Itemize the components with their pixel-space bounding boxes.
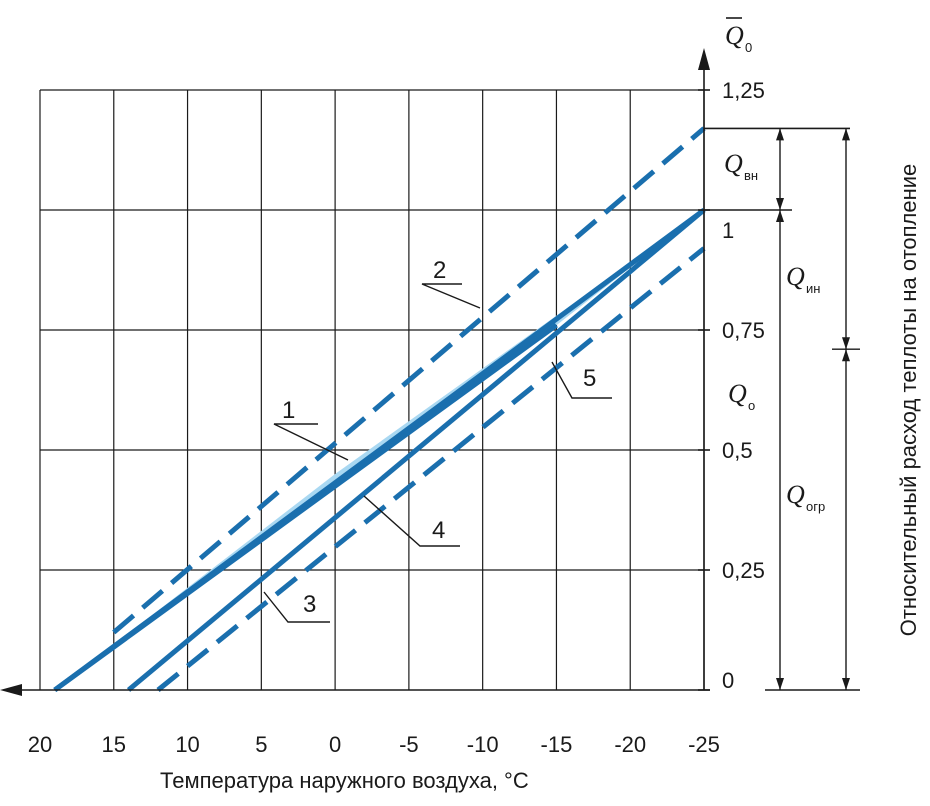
callout-label-1: 1	[282, 397, 295, 424]
callout-leader	[263, 591, 330, 623]
callout-leader	[363, 495, 460, 547]
x-tick-label: -15	[541, 732, 573, 757]
bracket-label-sub: ин	[806, 281, 820, 296]
y-tick-label: 0,5	[722, 438, 753, 463]
x-tick-label: 20	[28, 732, 52, 757]
callout-label-2: 2	[433, 257, 446, 284]
callout-label-5: 5	[583, 365, 596, 392]
grid	[39, 89, 705, 690]
bracket-label-sub: о	[748, 398, 755, 413]
y-axis-arrow	[698, 48, 710, 70]
y-tick-label: 1	[722, 218, 734, 243]
x-tick-label: 15	[102, 732, 126, 757]
y-title-q: Q	[725, 21, 744, 50]
x-axis-arrow	[0, 684, 22, 696]
x-tick-label: 10	[175, 732, 199, 757]
callout-label-3: 3	[303, 591, 316, 618]
bracket-ogr-arrow-top	[842, 349, 850, 362]
y-tick-label: 0,75	[722, 318, 765, 343]
callout-label-4: 4	[432, 517, 445, 544]
x-tick-label: -20	[614, 732, 646, 757]
x-tick-label: 0	[329, 732, 341, 757]
series-group	[53, 126, 706, 693]
x-tick-label: -10	[467, 732, 499, 757]
bracket-ogr-arrow-bottom	[842, 678, 850, 690]
bracket-label-q: Q	[728, 379, 747, 408]
bracket-left-full-arrow-bottom	[776, 678, 784, 690]
callout-leader	[273, 423, 349, 461]
bracket-left-full-arrow-top	[776, 210, 784, 222]
callouts: 1 2 3 4 5	[263, 257, 612, 623]
bracket-label-q: Q	[724, 149, 743, 178]
x-tick-label: -25	[688, 732, 720, 757]
series-line-3	[126, 208, 706, 692]
series-line-2	[112, 126, 706, 635]
y-tick-label: 0,25	[722, 558, 765, 583]
bracket-label-q: Q	[786, 480, 805, 509]
x-axis-label: Температура наружного воздуха, °C	[160, 768, 529, 793]
y-axis-label: Относительный расход теплоты на отоплени…	[896, 164, 921, 637]
series-line-4	[53, 323, 558, 693]
bracket-label-sub: огр	[806, 499, 825, 514]
bracket-vn-arrow-bottom	[776, 198, 784, 210]
bracket-vn-arrow-top	[776, 128, 784, 141]
bracket-label-sub: вн	[744, 168, 758, 183]
series-line-5	[156, 246, 706, 692]
x-tick-label: -5	[399, 732, 419, 757]
callout-leader	[421, 283, 481, 309]
y-tick-label: 0	[722, 668, 734, 693]
bracket-in-arrow-top	[842, 128, 850, 141]
y-title-sub: 0	[745, 40, 752, 55]
bracket-label-q: Q	[786, 262, 805, 291]
callout-leader	[551, 361, 612, 399]
bracket-in-arrow-bottom	[842, 337, 850, 350]
y-tick-label: 1,25	[722, 78, 765, 103]
x-tick-label: 5	[255, 732, 267, 757]
